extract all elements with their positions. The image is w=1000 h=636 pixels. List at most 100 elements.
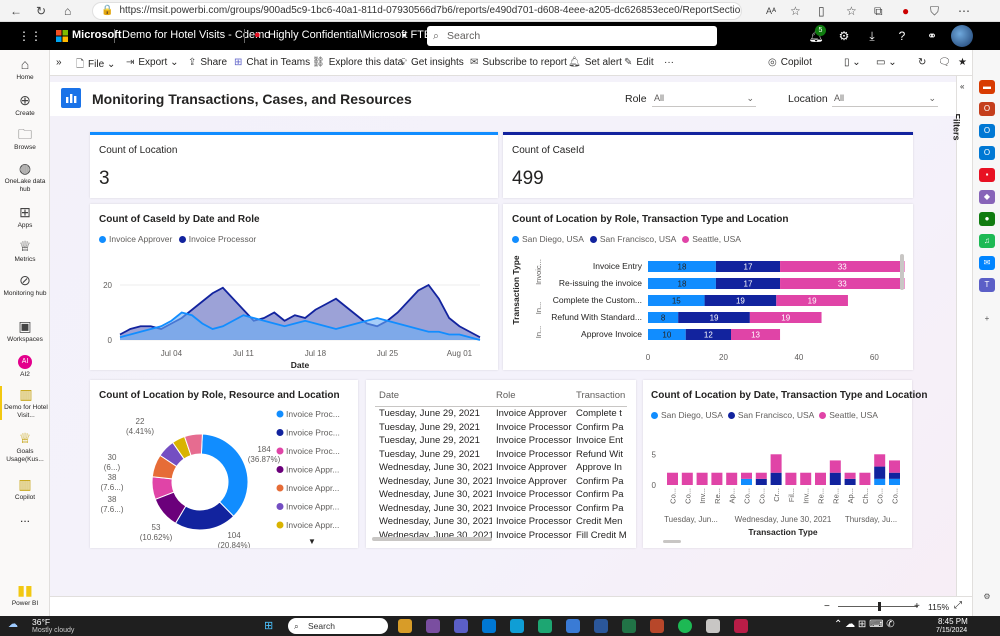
- export-menu[interactable]: ⇥ Export ⌄: [126, 57, 179, 68]
- share-network-icon[interactable]: ⚭: [926, 29, 938, 43]
- mobile-view-icon[interactable]: ▯ ⌄: [844, 57, 861, 68]
- help-icon[interactable]: ?: [898, 29, 906, 43]
- donut-chart-card[interactable]: Count of Location by Role, Resource and …: [90, 380, 358, 548]
- table-row[interactable]: Tuesday, June 29, 2021 Invoice Processor R…: [375, 449, 635, 462]
- column-chart-card[interactable]: Count of Location by Date, Transaction T…: [643, 380, 928, 548]
- table-row[interactable]: Tuesday, June 29, 2021 Invoice Processor C…: [375, 422, 635, 435]
- read-aloud-icon[interactable]: Aᴬ: [766, 6, 777, 16]
- comment-icon[interactable]: 🗨︎: [938, 57, 951, 68]
- taskbar-search[interactable]: ⌕ Search: [288, 618, 388, 634]
- report-name[interactable]: Demo for Hotel Visits - Cdemo: [122, 29, 271, 41]
- download-icon[interactable]: ⤓: [869, 29, 875, 43]
- edit-button[interactable]: ✎ Edit: [624, 57, 654, 68]
- onedrive-icon[interactable]: [510, 619, 524, 633]
- collapse-icon[interactable]: «: [960, 82, 965, 91]
- powerpoint-icon[interactable]: [650, 619, 664, 633]
- table-row[interactable]: Wednesday, June 30, 2021 Invoice Processo…: [375, 503, 635, 516]
- donut-chart[interactable]: 184(36.87%)104(20.84%)53(10.62%)38(7.6..…: [90, 404, 358, 548]
- nav-copilot[interactable]: ▥ Copilot: [0, 476, 50, 502]
- table-row[interactable]: Tuesday, June 29, 2021 Invoice Approver Co…: [375, 408, 635, 421]
- hbar-chart[interactable]: Transaction Type Invoic... In... In... Invoi…: [503, 250, 913, 370]
- filters-pane[interactable]: « Filters: [952, 76, 972, 596]
- settings-gear-icon[interactable]: ⚙: [838, 29, 850, 43]
- teams-icon[interactable]: T: [979, 278, 995, 292]
- hbar-chart-card[interactable]: Count of Location by Role, Transaction T…: [503, 204, 913, 370]
- share-button[interactable]: ⇪ Share: [188, 57, 228, 68]
- favorite-star-icon[interactable]: ☆: [790, 4, 801, 18]
- app-icon[interactable]: [706, 619, 720, 633]
- sensitivity-label[interactable]: Highly Confidential\Microsoft FTE: [268, 29, 432, 41]
- column-chart[interactable]: 0 5 Co... Co... Inv... Re... Ap... Co... Co... Cr…: [643, 424, 912, 548]
- outlook-mail-icon[interactable]: O: [979, 146, 995, 160]
- column-header[interactable]: Date: [379, 390, 400, 401]
- favorite-star-icon[interactable]: ★: [958, 57, 967, 68]
- zoom-in-icon[interactable]: +: [914, 601, 920, 612]
- address-bar[interactable]: 🔒 https://msit.powerbi.com/groups/900ad5c…: [92, 2, 742, 20]
- kpi-card-caseid[interactable]: Count of CaseId 499: [503, 132, 913, 198]
- chevron-down-icon[interactable]: ▾: [402, 31, 407, 40]
- nav-monitoring[interactable]: ⊘ Monitoring hub: [0, 272, 50, 298]
- split-screen-icon[interactable]: ▯: [818, 4, 825, 18]
- nav-metrics[interactable]: ♕ Metrics: [0, 238, 50, 264]
- table-row[interactable]: Wednesday, June 30, 2021 Invoice Processo…: [375, 530, 635, 543]
- nav-ai2[interactable]: AI AI2: [0, 350, 50, 379]
- nav-onelake[interactable]: ◍ OneLake data hub: [0, 160, 50, 194]
- nav-workspaces[interactable]: ▣ Workspaces: [0, 318, 50, 344]
- nav-demo-report[interactable]: ▥ Demo for Hotel Visit...: [0, 386, 50, 420]
- app-launcher-icon[interactable]: ⋮⋮: [18, 29, 42, 43]
- favorites-icon[interactable]: ☆: [846, 4, 857, 18]
- view-icon[interactable]: ▭ ⌄: [876, 57, 897, 68]
- collections-icon[interactable]: ⧉: [874, 4, 883, 18]
- location-slicer-dropdown[interactable]: All ⌄: [832, 90, 938, 107]
- transactions-table-card[interactable]: Date Role Transaction Tuesday, June 29, 202…: [366, 380, 636, 548]
- spotify-icon[interactable]: ♫: [979, 234, 995, 248]
- extension-icon[interactable]: ●: [902, 4, 910, 18]
- set-alert-button[interactable]: 🔔︎ Set alert: [568, 57, 622, 68]
- windows-start-icon[interactable]: ⊞: [264, 620, 274, 632]
- nav-create[interactable]: ⊕ Create: [0, 92, 50, 118]
- file-menu[interactable]: 🗋 File ⌄: [76, 59, 116, 70]
- spotify-icon[interactable]: [678, 619, 692, 633]
- more-options-icon[interactable]: ···: [664, 57, 674, 68]
- browser-menu-icon[interactable]: ⋯: [958, 4, 970, 18]
- zoom-out-icon[interactable]: −: [824, 601, 830, 612]
- settings-gear-icon[interactable]: ⚙: [983, 592, 991, 601]
- nav-apps[interactable]: ⊞ Apps: [0, 204, 50, 230]
- news-icon[interactable]: ▪: [979, 168, 995, 182]
- tools-icon[interactable]: ◆: [979, 190, 995, 204]
- nav-goals[interactable]: ♕ Goals Usage(Kus...: [0, 430, 50, 464]
- explore-data-button[interactable]: ⛓ Explore this data: [312, 57, 404, 68]
- area-chart[interactable]: 0 20 Jul 04 Jul 11 Jul 18 Jul 25 Aug 01 Date: [90, 244, 498, 370]
- outlook-icon[interactable]: [482, 619, 496, 633]
- refresh-icon[interactable]: ↻: [36, 4, 47, 18]
- search-input[interactable]: ⌕ Search: [427, 26, 717, 46]
- table-row[interactable]: Wednesday, June 30, 2021 Invoice Approver…: [375, 462, 635, 475]
- get-insights-button[interactable]: 💡︎ Get insights: [400, 57, 464, 68]
- kpi-card-location[interactable]: Count of Location 3: [90, 132, 498, 198]
- app-icon[interactable]: [734, 619, 748, 633]
- subscribe-button[interactable]: ✉ Subscribe to report: [470, 57, 567, 68]
- table-row[interactable]: Wednesday, June 30, 2021 Invoice Processo…: [375, 516, 635, 529]
- nav-more[interactable]: ...: [19, 511, 30, 525]
- horizontal-scrollbar[interactable]: [372, 537, 492, 541]
- office-icon[interactable]: O: [979, 102, 995, 116]
- nav-powerbi[interactable]: ▮▮ Power BI: [0, 582, 50, 608]
- expand-icon[interactable]: »: [56, 57, 62, 68]
- zoom-slider-thumb[interactable]: [878, 602, 881, 611]
- refresh-icon[interactable]: ↻: [918, 57, 927, 68]
- add-icon[interactable]: +: [984, 314, 990, 323]
- table-row[interactable]: Wednesday, June 30, 2021 Invoice Processo…: [375, 489, 635, 502]
- table-row[interactable]: Wednesday, June 30, 2021 Invoice Approver…: [375, 476, 635, 489]
- area-chart-card[interactable]: Count of CaseId by Date and Role Invoice…: [90, 204, 498, 370]
- app-icon[interactable]: [566, 619, 580, 633]
- word-icon[interactable]: [594, 619, 608, 633]
- column-header[interactable]: Role: [496, 390, 516, 401]
- shield-icon[interactable]: ⛉: [930, 4, 940, 18]
- column-header[interactable]: Transaction: [576, 390, 626, 401]
- app-icon[interactable]: [426, 619, 440, 633]
- teams-icon[interactable]: [454, 619, 468, 633]
- nav-home[interactable]: ⌂ Home: [0, 56, 50, 82]
- home-icon[interactable]: ⌂: [64, 4, 72, 18]
- table-row[interactable]: Tuesday, June 29, 2021 Invoice Processor I…: [375, 435, 635, 448]
- games-icon[interactable]: ●: [979, 212, 995, 226]
